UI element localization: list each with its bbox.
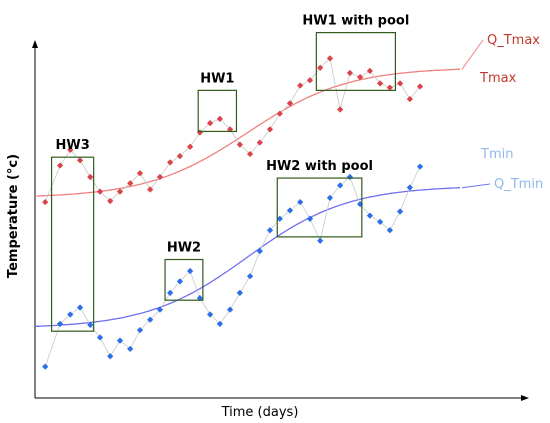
tmin-point [396, 208, 404, 215]
tmax-point [127, 180, 134, 187]
tmax-point [67, 146, 74, 153]
tmax-point [297, 82, 304, 89]
q-tmax-curve [34, 68, 461, 197]
fit-curves [34, 39, 491, 328]
tmax-point [216, 115, 223, 123]
tmin-label: Tmin [480, 147, 513, 162]
hw2-label: HW2 [167, 240, 201, 255]
y-axis-label: Temperature (°c) [6, 154, 21, 278]
tmax-point [156, 173, 164, 181]
hw1-label: HW1 [200, 71, 234, 86]
x-axis-label: Time (days) [221, 405, 299, 420]
tmin-point [107, 353, 114, 360]
tmin-point [206, 311, 214, 318]
tmax-point [96, 188, 104, 195]
hw3-label: HW3 [55, 138, 89, 153]
tmax-point [337, 106, 344, 113]
labels: Time (days) Temperature (°c) Q_Tmax Q_Tmi… [6, 14, 543, 420]
q-tmin-label: Q_Tmin [494, 177, 543, 192]
tmax-point [386, 84, 393, 91]
tmax-point [147, 186, 154, 193]
tmin-point [317, 237, 324, 244]
hw3-box [50, 156, 95, 332]
tmin-point [42, 363, 49, 370]
point-connectors [44, 57, 421, 367]
tmin-point [266, 227, 274, 234]
tmin-point [226, 306, 234, 313]
hw2-with-pool-label: HW2 with pool [266, 159, 373, 174]
tmin-point [136, 327, 144, 334]
tmax-point [176, 153, 184, 160]
tmin-point [416, 163, 424, 170]
axes [32, 40, 529, 401]
hw2-box [164, 258, 204, 301]
tmin-point [406, 184, 413, 191]
tmax-point [236, 141, 243, 148]
tmax-point [56, 162, 64, 169]
tmax-point [87, 173, 94, 181]
tmin-point [256, 248, 263, 255]
tmin-point [246, 273, 254, 280]
hw1-with-pool-label: HW1 with pool [302, 14, 409, 29]
tmax-point [116, 188, 124, 195]
tmax-point [42, 198, 49, 206]
q-tmin-label-leader [461, 183, 491, 189]
q-tmax-label: Q_Tmax [487, 33, 540, 48]
tmax-point [167, 159, 174, 166]
q-tmin-curve [34, 187, 461, 328]
tmax-point [246, 150, 254, 158]
tmax-label: Tmax [479, 71, 517, 86]
q-tmax-label-leader [461, 39, 484, 70]
data-points [42, 55, 424, 370]
heatwave-boxes [50, 31, 397, 332]
tmin-point [76, 304, 84, 311]
tmin-point [236, 289, 243, 297]
x-axis-arrow [521, 395, 529, 401]
y-axis-arrow [32, 40, 38, 48]
tmax-point [76, 157, 84, 164]
hw1-with-pool-box [315, 31, 397, 91]
tmax-point [396, 80, 404, 87]
tmin-point [386, 227, 393, 234]
hw2-with-pool-box [276, 177, 363, 238]
tmax-point [107, 197, 114, 205]
tmin-connector [44, 166, 421, 367]
tmax-point [346, 69, 354, 77]
tmax-point [187, 143, 194, 150]
hw1-box [197, 89, 238, 133]
